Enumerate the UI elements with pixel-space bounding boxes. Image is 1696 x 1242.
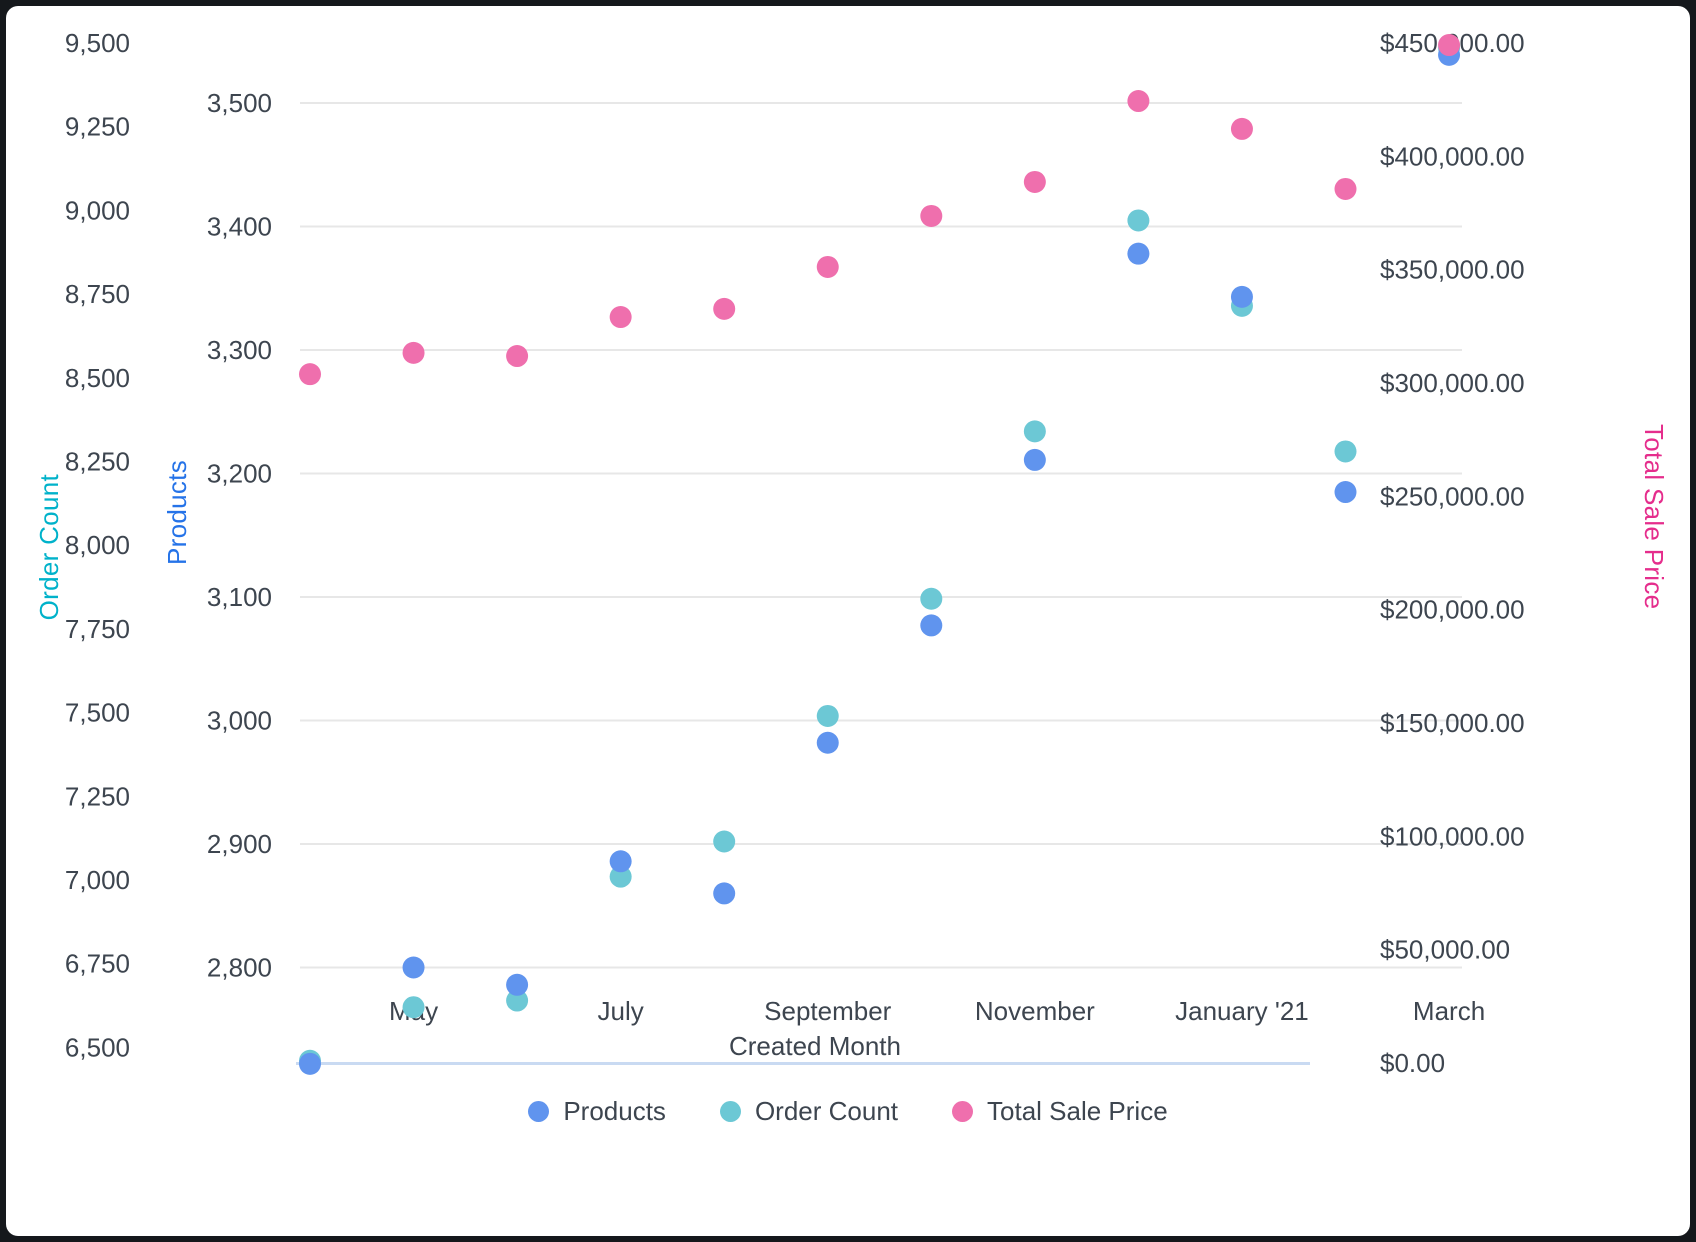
y-tick-label-products: 3,400 <box>207 212 272 242</box>
data-point-products-october[interactable] <box>920 614 943 637</box>
legend-dot-products <box>528 1101 550 1122</box>
legend-dot-total-sale-price <box>952 1101 974 1122</box>
y-tick-label-products: 2,900 <box>207 829 272 859</box>
data-point-total-sale-price-september[interactable] <box>816 255 839 278</box>
chart-card: 9,500 9,250 9,000 8,750 8,500 8,250 8,000 7,750… <box>6 6 1690 1236</box>
data-point-order-count-october[interactable] <box>920 587 943 610</box>
y-tick-label-total_sale_price: $150,000.00 <box>1380 708 1525 738</box>
x-tick-label: November <box>975 996 1095 1026</box>
data-point-total-sale-price-may[interactable] <box>402 341 425 364</box>
y-tick-label-order_count: 6,500 <box>65 1032 130 1062</box>
legend-item-total-sale-price[interactable]: Total Sale Price <box>952 1096 1168 1127</box>
y-tick-label-total_sale_price: $100,000.00 <box>1380 821 1525 851</box>
y-tick-label-order_count: 8,250 <box>65 447 130 477</box>
y-tick-label-total_sale_price: $200,000.00 <box>1380 595 1525 625</box>
y-tick-label-order_count: 9,000 <box>65 195 130 225</box>
y-tick-label-order_count: 8,750 <box>65 279 130 309</box>
data-point-total-sale-price-december[interactable] <box>1127 90 1150 113</box>
y-tick-label-order_count: 7,000 <box>65 865 130 895</box>
y-tick-label-order_count: 8,000 <box>65 530 130 560</box>
y-axis-title-total-sale-price: Total Sale Price <box>1639 424 1669 610</box>
data-point-products-september[interactable] <box>816 731 839 754</box>
y-tick-label-order_count: 6,750 <box>65 949 130 979</box>
data-point-total-sale-price-october[interactable] <box>920 204 943 227</box>
y-tick-label-products: 3,500 <box>207 88 272 118</box>
y-tick-label-total_sale_price: $350,000.00 <box>1380 255 1525 285</box>
data-point-order-count-july[interactable] <box>609 865 632 888</box>
y-tick-label-total_sale_price: $0.00 <box>1380 1048 1445 1078</box>
data-point-order-count-june[interactable] <box>506 989 529 1012</box>
y-tick-label-products: 3,300 <box>207 335 272 365</box>
y-tick-label-order_count: 9,250 <box>65 112 130 142</box>
x-tick-label: January '21 <box>1175 996 1309 1026</box>
data-point-products-august[interactable] <box>713 882 736 905</box>
x-axis-title: Created Month <box>729 1031 901 1061</box>
data-point-products-february[interactable] <box>1334 481 1357 504</box>
chart-legend: Products Order Count Total Sale Price <box>6 1096 1690 1127</box>
y-tick-label-total_sale_price: $300,000.00 <box>1380 368 1525 398</box>
x-tick-label: September <box>764 996 892 1026</box>
data-point-total-sale-price-january--21[interactable] <box>1230 117 1253 140</box>
data-point-order-count-november[interactable] <box>1023 420 1046 443</box>
data-point-products-april[interactable] <box>299 1052 321 1075</box>
legend-label-order-count: Order Count <box>754 1096 899 1126</box>
data-point-total-sale-price-april[interactable] <box>299 363 321 386</box>
data-point-total-sale-price-november[interactable] <box>1023 170 1046 193</box>
y-tick-label-products: 2,800 <box>207 953 272 983</box>
data-point-products-november[interactable] <box>1023 448 1046 471</box>
y-tick-label-total_sale_price: $50,000.00 <box>1380 935 1510 965</box>
y-tick-label-products: 3,000 <box>207 706 272 736</box>
data-point-products-december[interactable] <box>1127 242 1150 265</box>
data-point-order-count-august[interactable] <box>713 830 736 853</box>
legend-label-total-sale-price: Total Sale Price <box>987 1096 1168 1126</box>
data-point-order-count-may[interactable] <box>402 996 425 1019</box>
y-tick-label-order_count: 7,500 <box>65 698 130 728</box>
data-point-products-june[interactable] <box>506 973 529 996</box>
y-tick-label-products: 3,200 <box>207 459 272 489</box>
data-point-order-count-december[interactable] <box>1127 209 1150 232</box>
x-tick-label: March <box>1413 996 1485 1026</box>
scatter-plot: 9,500 9,250 9,000 8,750 8,500 8,250 8,000 7,750… <box>65 28 1525 1078</box>
legend-item-products[interactable]: Products <box>528 1096 666 1127</box>
legend-dot-order-count <box>719 1101 741 1122</box>
x-tick-label: July <box>598 996 644 1026</box>
y-tick-label-order_count: 7,750 <box>65 614 130 644</box>
data-point-total-sale-price-march[interactable] <box>1438 34 1461 57</box>
data-point-products-july[interactable] <box>609 850 632 873</box>
data-point-total-sale-price-july[interactable] <box>609 306 632 329</box>
y-tick-label-order_count: 7,250 <box>65 781 130 811</box>
data-point-order-count-september[interactable] <box>816 704 839 727</box>
data-point-total-sale-price-august[interactable] <box>713 297 736 320</box>
y-axis-title-products: Products <box>162 460 192 566</box>
y-tick-label-products: 3,100 <box>207 582 272 612</box>
y-tick-label-order_count: 9,500 <box>65 28 130 58</box>
data-point-order-count-february[interactable] <box>1334 440 1357 463</box>
legend-item-order-count[interactable]: Order Count <box>719 1096 899 1127</box>
legend-label-products: Products <box>563 1096 666 1126</box>
data-point-total-sale-price-february[interactable] <box>1334 177 1357 200</box>
data-point-products-may[interactable] <box>402 956 425 979</box>
y-tick-label-total_sale_price: $400,000.00 <box>1380 141 1525 171</box>
y-tick-label-total_sale_price: $250,000.00 <box>1380 481 1525 511</box>
y-tick-label-order_count: 8,500 <box>65 363 130 393</box>
y-axis-title-order-count: Order Count <box>34 474 64 621</box>
data-point-products-january--21[interactable] <box>1230 285 1253 308</box>
data-point-total-sale-price-june[interactable] <box>506 345 529 368</box>
